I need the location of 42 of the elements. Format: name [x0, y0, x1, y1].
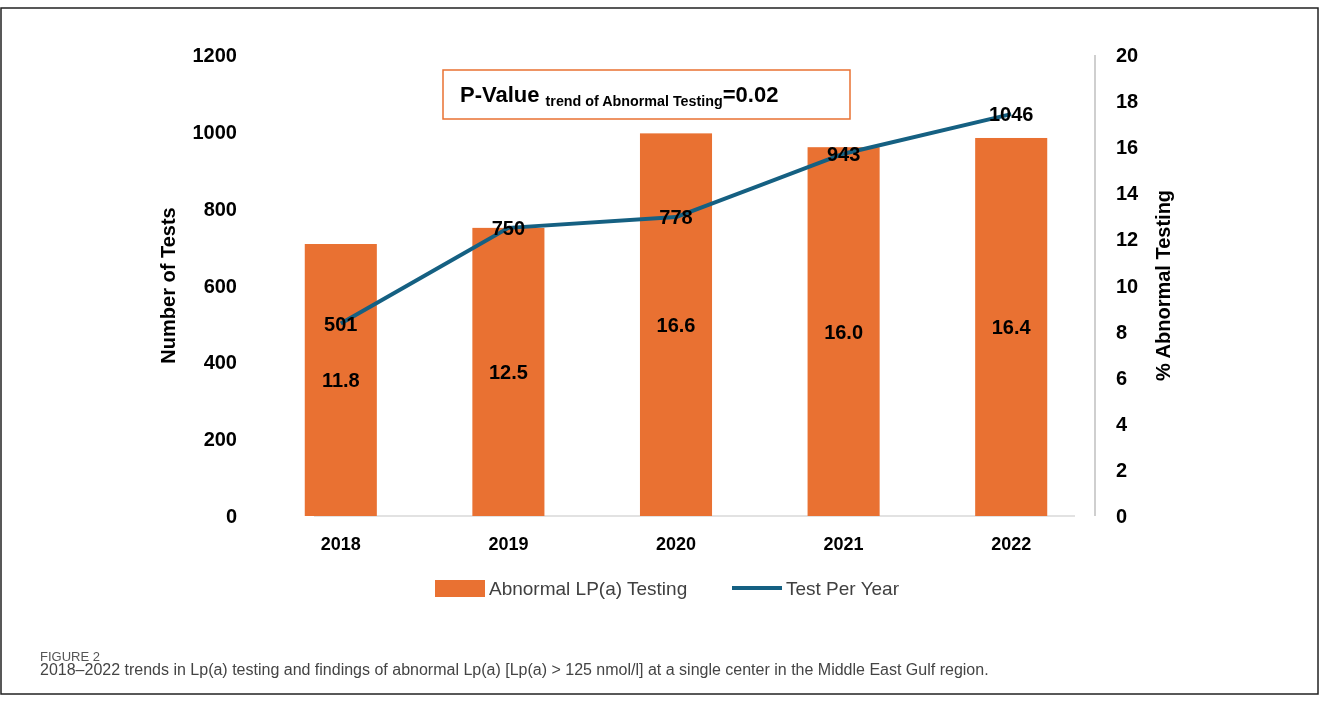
y2-tick-label: 20	[1116, 44, 1139, 66]
y-tick-label: 600	[203, 274, 237, 297]
x-tick-label: 2019	[488, 534, 529, 554]
y2-tick-label: 10	[1116, 274, 1139, 297]
y-axis-title: Number of Tests	[157, 207, 179, 364]
bar	[639, 133, 713, 516]
annotation: P-Value $_{trend of Abnormal Testing}$=0.02	[460, 82, 779, 109]
data-label: 12.5	[488, 360, 528, 383]
x-tick-label: 2021	[823, 534, 864, 554]
bar	[304, 244, 377, 516]
y-tick-label: 800	[203, 197, 237, 220]
data-label: 11.8	[321, 369, 360, 392]
y2-tick-label: 2	[1116, 458, 1128, 481]
data-label: 16.4	[991, 315, 1032, 338]
bar	[975, 137, 1048, 516]
data-label: 16.0	[824, 320, 864, 343]
legend-label: Test Per Year	[786, 578, 900, 599]
y2-tick-label: 18	[1116, 90, 1139, 113]
y-tick-label: 200	[203, 428, 237, 451]
y-tick-label: 400	[203, 351, 237, 374]
data-label: 750	[491, 216, 526, 239]
x-tick-label: 2018	[320, 534, 361, 554]
data-label: 16.6	[656, 313, 696, 336]
y2-axis-title: % Abnormal Testing	[1152, 189, 1174, 382]
y2-tick-label: 14	[1116, 182, 1140, 205]
y-tick-label: 0	[225, 505, 237, 527]
legend-label: Abnormal LP(a) Testing	[489, 578, 688, 599]
y2-tick-label: 8	[1116, 320, 1128, 343]
data-label: 1046	[988, 103, 1034, 126]
y2-tick-label: 12	[1116, 228, 1139, 251]
bar	[807, 147, 880, 516]
x-tick-label: 2020	[655, 534, 697, 554]
x-tick-label: 2022	[991, 534, 1032, 554]
data-label: 501	[324, 312, 358, 335]
y-tick-label: 1200	[192, 44, 237, 66]
y2-tick-label: 0	[1116, 505, 1128, 527]
y2-tick-label: 16	[1116, 136, 1139, 159]
y2-tick-label: 6	[1116, 366, 1128, 389]
text: 2018–2022 trends in Lp(a) testing and findings of abnormal Lp(a) [Lp(a) > 125 nmol/l] at a single center in the Middle East Gulf region.	[40, 661, 989, 678]
caption: FIGURE 2	[40, 649, 100, 664]
y-tick-label: 1000	[192, 120, 237, 143]
y2-tick-label: 4	[1116, 412, 1128, 435]
